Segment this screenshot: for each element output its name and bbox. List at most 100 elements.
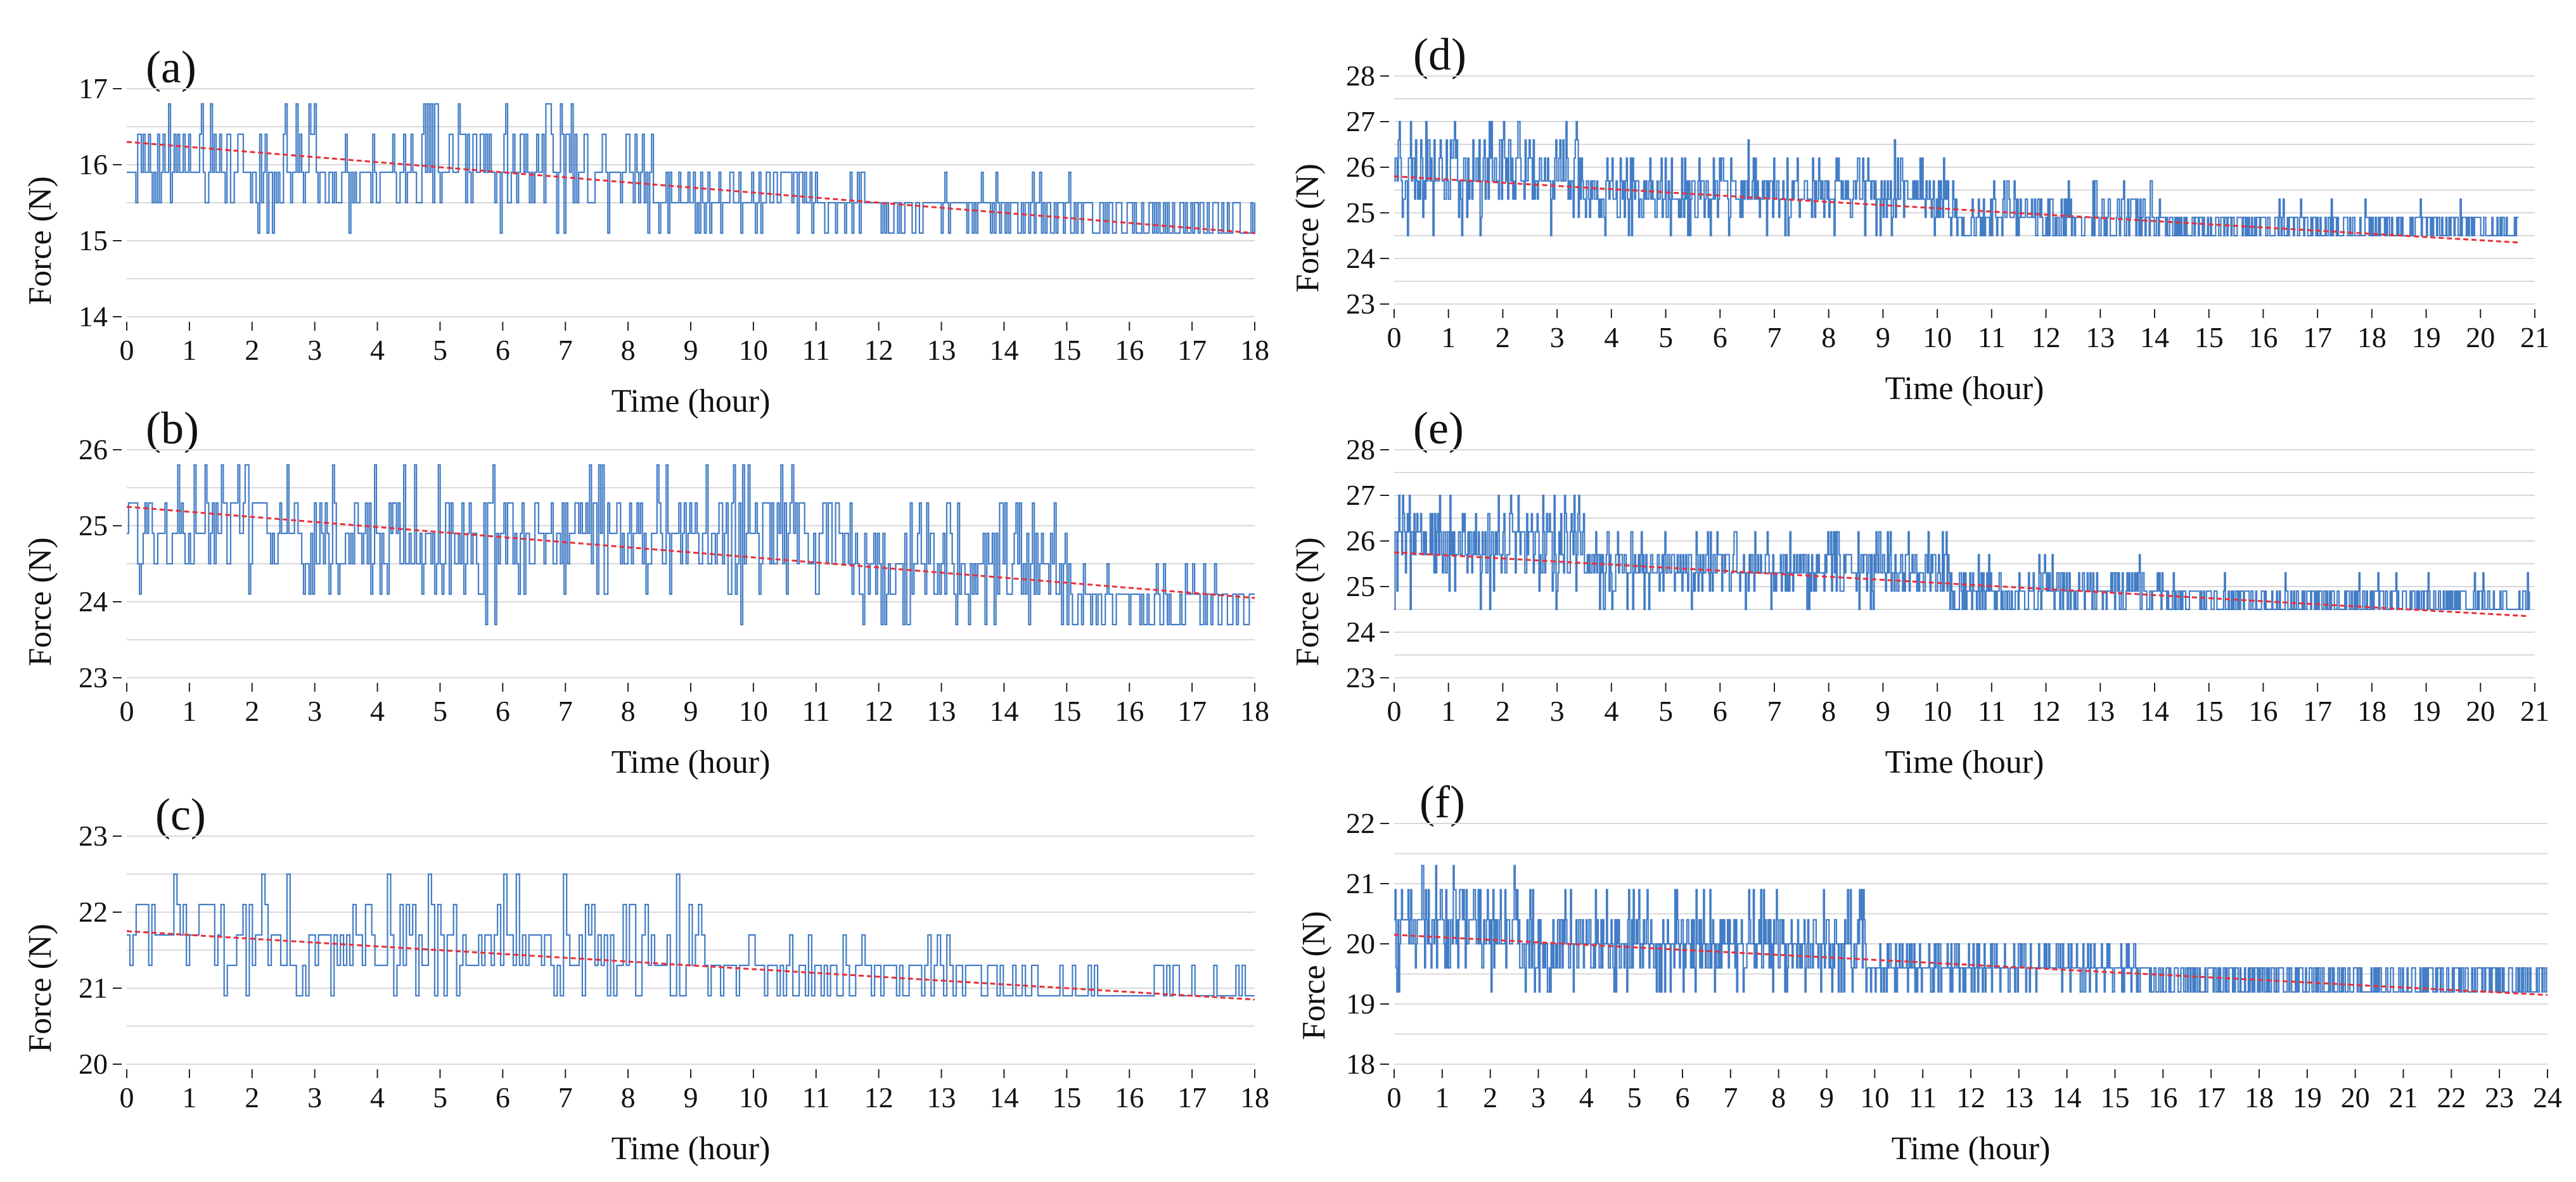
y-tick-label: 17 [79, 72, 108, 105]
x-tick-label: 2 [1496, 321, 1510, 353]
x-tick-label: 14 [989, 1081, 1018, 1114]
x-tick-label: 12 [864, 695, 894, 727]
x-tick-label: 13 [2086, 321, 2115, 353]
y-axis-label: Force (N) [1290, 537, 1326, 666]
y-tick-label: 21 [79, 972, 108, 1004]
panel-label: (c) [155, 789, 206, 840]
x-tick-label: 21 [2520, 321, 2549, 353]
x-tick-label: 11 [802, 1081, 830, 1114]
x-tick-label: 16 [1115, 695, 1144, 727]
x-tick-label: 13 [2004, 1081, 2034, 1114]
x-tick-label: 5 [433, 334, 447, 366]
x-tick-label: 3 [307, 334, 322, 366]
x-tick-label: 4 [370, 334, 385, 366]
y-tick-label: 25 [1346, 570, 1375, 602]
x-tick-label: 13 [927, 334, 956, 366]
x-tick-label: 2 [245, 334, 259, 366]
x-tick-label: 7 [1767, 695, 1782, 727]
x-tick-label: 3 [1550, 695, 1565, 727]
y-tick-label: 21 [1346, 867, 1375, 899]
x-tick-label: 15 [1052, 695, 1081, 727]
x-tick-label: 11 [1909, 1081, 1937, 1114]
x-tick-label: 12 [864, 1081, 894, 1114]
x-tick-label: 21 [2520, 695, 2549, 727]
x-tick-label: 14 [2053, 1081, 2082, 1114]
y-tick-label: 26 [1346, 151, 1375, 183]
force-series-line [1394, 494, 2530, 611]
x-tick-label: 6 [496, 695, 510, 727]
x-tick-label: 9 [684, 695, 698, 727]
panel-label: (e) [1413, 403, 1464, 454]
x-tick-label: 22 [2437, 1081, 2466, 1114]
x-tick-label: 4 [370, 1081, 385, 1114]
trend-line [1394, 934, 2548, 996]
y-axis-label: Force (N) [1290, 163, 1326, 293]
y-tick-label: 14 [79, 300, 108, 333]
x-tick-label: 11 [1978, 695, 2006, 727]
y-tick-label: 26 [79, 433, 108, 466]
x-tick-label: 20 [2466, 695, 2495, 727]
y-tick-label: 23 [1346, 661, 1375, 694]
x-tick-label: 7 [1767, 321, 1782, 353]
x-tick-label: 18 [2357, 321, 2387, 353]
x-tick-label: 8 [1821, 321, 1836, 353]
force-series-line [127, 873, 1255, 997]
x-axis-label: Time (hour) [1892, 1131, 2051, 1167]
x-tick-label: 18 [1240, 334, 1269, 366]
y-tick-label: 24 [1346, 242, 1375, 274]
x-tick-label: 3 [1531, 1081, 1546, 1114]
y-tick-label: 24 [1346, 616, 1375, 648]
x-tick-label: 9 [1876, 695, 1890, 727]
x-tick-label: 16 [1115, 334, 1144, 366]
x-tick-label: 1 [1441, 695, 1456, 727]
x-tick-label: 10 [739, 334, 768, 366]
x-tick-label: 0 [120, 695, 134, 727]
x-tick-label: 6 [1713, 321, 1727, 353]
x-tick-label: 4 [370, 695, 385, 727]
x-axis-label: Time (hour) [612, 383, 771, 419]
y-tick-label: 25 [1346, 196, 1375, 229]
force-series-line [127, 103, 1256, 234]
x-tick-label: 16 [2148, 1081, 2177, 1114]
x-tick-label: 0 [1387, 1081, 1402, 1114]
x-tick-label: 11 [1978, 321, 2006, 353]
x-tick-label: 0 [1387, 695, 1402, 727]
x-tick-label: 13 [2086, 695, 2115, 727]
x-tick-label: 18 [1240, 1081, 1269, 1114]
x-tick-label: 12 [2032, 321, 2061, 353]
x-tick-label: 0 [1387, 321, 1402, 353]
x-tick-label: 2 [245, 695, 259, 727]
x-tick-label: 7 [558, 1081, 573, 1114]
x-tick-label: 14 [989, 334, 1018, 366]
x-tick-label: 4 [1604, 695, 1618, 727]
x-tick-label: 16 [2248, 321, 2278, 353]
panel-label: (d) [1413, 29, 1466, 80]
x-tick-label: 2 [245, 1081, 259, 1114]
y-tick-label: 28 [1346, 60, 1375, 92]
y-tick-label: 20 [79, 1048, 108, 1080]
x-tick-label: 12 [1956, 1081, 1985, 1114]
x-tick-label: 10 [1923, 695, 1952, 727]
y-axis-label: Force (N) [22, 537, 58, 666]
y-tick-label: 23 [79, 661, 108, 694]
y-tick-label: 19 [1346, 988, 1375, 1020]
force-series-line [1394, 865, 2547, 993]
panel-label: (a) [146, 42, 196, 92]
x-tick-label: 4 [1604, 321, 1618, 353]
x-tick-label: 23 [2485, 1081, 2514, 1114]
x-tick-label: 3 [307, 695, 322, 727]
x-tick-label: 8 [621, 334, 636, 366]
x-tick-label: 5 [1658, 321, 1673, 353]
x-tick-label: 17 [2303, 321, 2332, 353]
x-tick-label: 17 [2303, 695, 2332, 727]
x-tick-label: 18 [1240, 695, 1269, 727]
